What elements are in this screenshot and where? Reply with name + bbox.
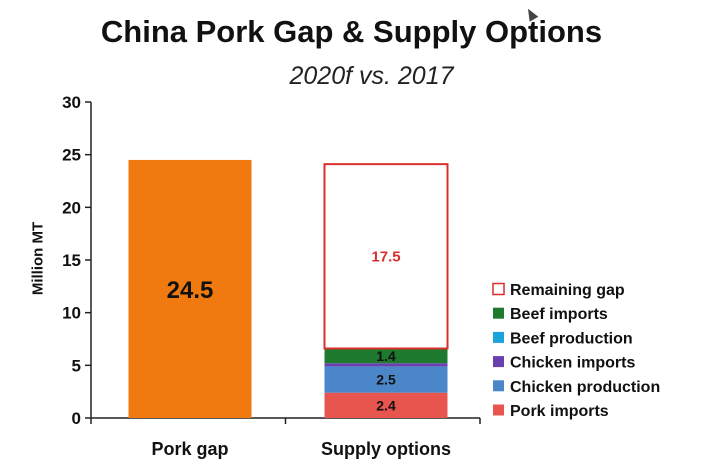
legend-swatch-pork-imports (493, 404, 504, 416)
chart-subtitle: 2020f vs. 2017 (289, 62, 454, 90)
legend-label-remaining-gap: Remaining gap (510, 282, 625, 299)
y-tick-label: 10 (62, 304, 81, 323)
chart-title: China Pork Gap & Supply Options (100, 14, 603, 49)
stack-label-remaining-gap: 17.5 (371, 248, 400, 265)
bar-label-pork-gap: 24.5 (167, 277, 214, 304)
legend-swatch-chicken-production (493, 380, 504, 392)
y-tick-label: 20 (62, 198, 81, 217)
legend-label-chicken-production: Chicken production (510, 379, 660, 396)
stack-segment-remaining-gap (323, 163, 449, 350)
legend-swatch-beef-imports (493, 307, 504, 319)
stack-segment-chicken-imports (324, 363, 448, 367)
stack-segment-pork-imports (324, 392, 448, 418)
legend-swatch-beef-production (493, 331, 504, 343)
y-tick-label: 15 (62, 251, 81, 270)
stack-label-beef-imports: 1.4 (376, 348, 396, 364)
y-tick-label: 5 (72, 356, 81, 375)
legend-label-beef-production: Beef production (510, 330, 633, 347)
y-tick-label: 30 (62, 93, 81, 112)
stack-segment-chicken-production (324, 366, 448, 393)
legend-swatch-remaining-gap (492, 282, 505, 296)
legend-label-chicken-imports: Chicken imports (510, 355, 635, 372)
bar-pork-gap (128, 159, 252, 418)
x-tick-label: Supply options (321, 439, 451, 459)
legend-swatch-chicken-imports (493, 356, 504, 368)
y-tick-label: 25 (62, 146, 81, 165)
stack-label-chicken-production: 2.5 (376, 372, 396, 388)
stack-label-pork-imports: 2.4 (376, 397, 396, 413)
y-tick-label: 0 (72, 409, 81, 428)
x-tick-label: Pork gap (151, 439, 228, 459)
legend-label-pork-imports: Pork imports (510, 403, 609, 420)
legend-label-beef-imports: Beef imports (510, 306, 608, 323)
stack-segment-beef-imports (324, 348, 448, 364)
